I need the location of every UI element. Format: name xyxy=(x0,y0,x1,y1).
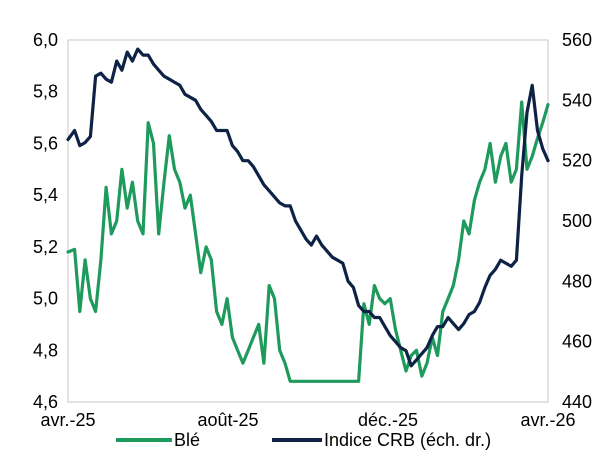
legend-label: Blé xyxy=(174,430,200,450)
series-line-crb xyxy=(66,47,550,368)
x-tick-label: avr.-26 xyxy=(520,410,575,430)
y-right-tick-label: 440 xyxy=(562,392,592,412)
axes: 4,6 4,8 5,0 5,2 5,4 5,6 5,8 6,0 440 460 480 500 520 5… xyxy=(33,30,592,430)
y-left-tick-label: 6,0 xyxy=(33,30,58,50)
y-left-tick-label: 4,8 xyxy=(33,340,58,360)
y-right-tick-label: 540 xyxy=(562,90,592,110)
y-left-tick-label: 5,8 xyxy=(33,82,58,102)
y-left-tick-label: 5,4 xyxy=(33,185,58,205)
legend-label: Indice CRB (éch. dr.) xyxy=(324,430,491,450)
x-tick-label: déc.-25 xyxy=(358,410,418,430)
y-left-tick-label: 4,6 xyxy=(33,392,58,412)
plot-area-frame xyxy=(67,39,549,403)
x-tick-label: août-25 xyxy=(197,410,258,430)
series-layer xyxy=(66,47,550,383)
y-right-tick-label: 460 xyxy=(562,332,592,352)
series-line-ble xyxy=(66,100,550,383)
legend: Blé Indice CRB (éch. dr.) xyxy=(116,430,491,450)
x-tick-label: avr.-25 xyxy=(40,410,95,430)
y-right-tick-label: 520 xyxy=(562,151,592,171)
y-right-tick-label: 500 xyxy=(562,211,592,231)
y-left-tick-label: 5,6 xyxy=(33,133,58,153)
y-left-tick-label: 5,2 xyxy=(33,237,58,257)
y-left-tick-label: 5,0 xyxy=(33,289,58,309)
y-right-tick-label: 560 xyxy=(562,30,592,50)
y-right-tick-label: 480 xyxy=(562,271,592,291)
